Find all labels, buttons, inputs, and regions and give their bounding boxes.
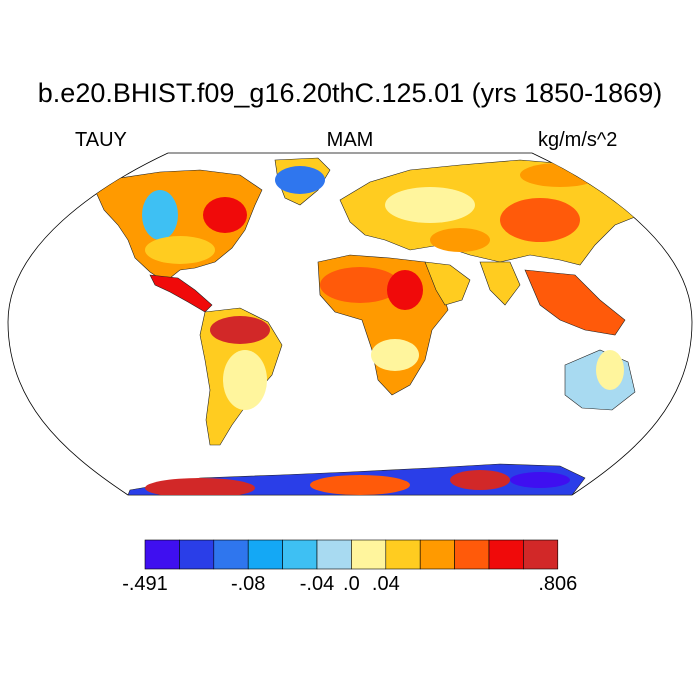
variable-label: TAUY [75,129,127,151]
antarctica-red-patch [145,478,255,495]
colorbar-swatch [488,539,524,570]
east-asia-patch [500,198,580,242]
greenland-cool-patch [275,166,325,194]
antarctica-east-patch [450,470,510,490]
colorbar-swatch [454,539,490,570]
colorbar-swatch [523,539,559,570]
colorbar-swatch [247,539,283,570]
brazil-pale-patch [223,350,267,410]
land-india [479,261,521,306]
land-europe-asia [339,159,656,266]
colorbar-swatch [419,539,455,570]
colorbar-swatch [316,539,352,570]
colorbar-tick-label: .0 [343,573,360,595]
amazon-north-patch [210,316,270,344]
europe-pale-patch [385,187,475,223]
units-label: kg/m/s^2 [538,129,618,151]
colorbar-swatch [213,539,249,570]
colorbar-tick-label: .806 [538,573,578,595]
usa-warm-patch [145,236,215,264]
colorbar-swatch [179,539,215,570]
australia-east-patch [596,350,624,390]
land-arabia [424,261,471,306]
central-africa-patch [371,339,419,371]
sahara-east-patch [387,270,423,310]
hudson-bay-patch [203,197,247,233]
colorbar-tick-label: -.08 [230,573,266,595]
land-southeast-asia [524,269,626,336]
colorbar-tick-label: -.04 [299,573,335,595]
rocky-cool-patch [142,190,178,240]
central-asia-patch [430,228,490,252]
colorbar-tick-label: -.491 [122,573,168,595]
colorbar-swatch [351,539,387,570]
sahara-west-patch [320,267,400,303]
colorbar-swatch [385,539,421,570]
colorbar-swatch [282,539,318,570]
antarctica-blue-patch [510,472,570,488]
season-label: MAM [326,129,374,151]
colorbar-swatch [144,539,180,570]
antarctica-orange-patch [310,475,410,495]
colorbar-tick-label: .04 [371,573,400,595]
map-title: b.e20.BHIST.f09_g16.20thC.125.01 (yrs 18… [37,78,663,108]
